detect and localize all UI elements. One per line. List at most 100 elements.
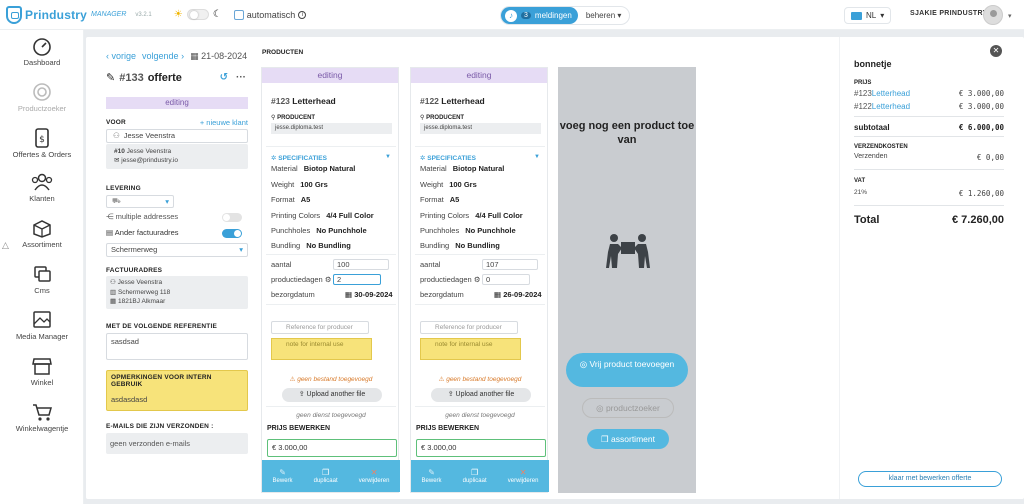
auto-theme-checkbox[interactable] [233,9,244,20]
spec-key: Bundling [271,241,301,250]
price-input[interactable]: € 3.000,00 [267,439,397,457]
opmerkingen-label: OPMERKINGEN VOOR INTERN GEBRUIK [111,374,212,388]
info-icon[interactable]: i [298,10,307,19]
more-icon[interactable]: ··· [236,72,246,83]
app-version: v3.2.1 [135,11,152,18]
prev-link[interactable]: ‹ vorige [106,51,137,61]
receipt-title: bonnetje [854,59,892,69]
factuur-select[interactable]: Schermerweg ▾ [106,243,248,257]
delete-button[interactable]: ✕ verwijderen [359,468,390,484]
producent-value: jesse.diploma.test [420,123,541,134]
aantal-input[interactable]: 107 [482,259,538,270]
target-icon: ◎ [579,359,588,369]
reference-input[interactable]: Reference for producer [271,321,369,334]
divider [415,304,545,305]
productiedagen-input[interactable]: 0 [482,274,530,285]
client-select[interactable]: ⚇ Jesse Veenstra [106,129,248,143]
assortiment-button[interactable]: ❒ assortiment [587,429,669,449]
sidebar-item-winkel[interactable]: Winkel [0,356,84,387]
chevron-down-icon[interactable]: ▼ [385,154,391,160]
receipt-line-name: Letterhead [871,102,911,111]
spec-key: Format [271,195,295,204]
specificaties-toggle[interactable]: ✲ SPECIFICATIES [271,154,327,162]
bezorgdatum-label: bezorgdatum [420,290,464,299]
upload-button[interactable]: ⇪ Upload another file [431,388,531,402]
next-link[interactable]: volgende › [142,51,185,61]
sidebar-item-productzoeker[interactable]: Productzoeker [0,82,84,113]
spec-value: No Bundling [455,241,500,250]
close-icon[interactable]: ✕ [990,45,1002,57]
product-status: editing [411,68,547,83]
reference-input[interactable]: Reference for producer [420,321,518,334]
opmerkingen-box[interactable]: OPMERKINGEN VOOR INTERN GEBRUIK asdasdas… [106,370,248,411]
spec-row: Punchholes No Punchhole [271,226,396,235]
bezorgdatum-value[interactable]: ▦ 26-09-2024 [494,290,542,299]
sidebar-item-label: Assortiment [22,240,62,249]
aantal-input[interactable]: 100 [333,259,389,270]
factuur-toggle[interactable] [222,229,242,238]
levering-select[interactable]: ⛟ ▾ [106,195,174,208]
theme-toggle[interactable] [186,9,209,20]
duplicate-button[interactable]: ❐ duplicaat [463,468,487,484]
productzoeker-button[interactable]: ◎ productzoeker [582,398,674,418]
prindustry-logo-icon [6,5,22,24]
bezorgdatum-value[interactable]: ▦ 30-09-2024 [345,290,393,299]
no-file-label: geen bestand toegevoegd [446,376,522,383]
subtotal-row: subtotaal € 6.000,00 [854,123,1004,132]
user-name[interactable]: SJAKIE PRINDUSTRY [910,10,988,17]
specificaties-toggle[interactable]: ✲ SPECIFICATIES [420,154,476,162]
multiple-addresses-toggle[interactable] [222,213,242,222]
voor-label: VOOR [106,119,126,126]
price-input[interactable]: € 3.000,00 [416,439,546,457]
sidebar-item-media-manager[interactable]: Media Manager [0,310,84,341]
avatar[interactable] [983,5,1003,25]
sidebar-item-cms[interactable]: Cms [0,264,84,295]
sidebar-item-dashboard[interactable]: Dashboard [0,36,84,67]
vat-rate: 21% [854,189,868,196]
sidebar-item-offertes[interactable]: $ Offertes & Orders [0,128,84,159]
duplicate-button[interactable]: ❐ duplicaat [314,468,338,484]
upload-button[interactable]: ⇪ Upload another file [282,388,382,402]
history-icon[interactable]: ↺ [219,72,228,83]
sidebar-item-assortiment[interactable]: Assortiment [0,218,84,249]
sidebar-item-klanten[interactable]: Klanten [0,172,84,203]
building-icon: ▥ [110,288,117,296]
product-title: #122 Letterhead [420,96,485,106]
client-card: #10 Jesse Veenstra ✉ jesse@prindustry.io [106,144,248,169]
internal-note-input[interactable]: note for internal use [271,338,372,360]
free-product-button[interactable]: ◎ Vrij product toevoegen [566,353,688,387]
edit-button[interactable]: ✎ Bewerk [422,468,442,484]
receipt-line-product[interactable]: #123Letterhead [854,89,910,98]
beheren-dropdown[interactable]: beheren ▾ [578,11,630,20]
delete-button[interactable]: ✕ verwijderen [508,468,539,484]
chevron-down-icon[interactable]: ▾ [1008,13,1012,20]
internal-note-input[interactable]: note for internal use [420,338,521,360]
new-client-link[interactable]: + nieuwe klant [199,118,248,127]
divider [266,304,396,305]
total-value: € 7.260,00 [952,214,1004,226]
producent-label-text: PRODUCENT [277,115,316,121]
moon-icon: ☾ [212,9,222,20]
finish-editing-button[interactable]: klaar met bewerken offerte [858,471,1002,487]
sidebar-item-winkelwagentje[interactable]: Winkelwagentje [0,402,84,433]
receipt-line-product[interactable]: #122Letterhead [854,102,910,111]
referentie-textarea[interactable]: sasdsad [106,333,248,360]
spec-key: Weight [271,180,295,189]
gear-icon: ✲ [420,155,426,162]
product-title: #123 Letterhead [271,96,336,106]
trash-icon: ✕ [370,468,378,477]
shipping-label: VERZENDKOSTEN [854,144,908,150]
edit-label: Bewerk [421,478,442,484]
vat-row: 21% € 1.260,00 [854,189,1004,198]
warning-icon[interactable]: △ [2,240,9,250]
edit-button[interactable]: ✎ Bewerk [273,468,293,484]
calendar-icon: ▦ [494,290,502,299]
logo[interactable]: Prindustry MANAGER v3.2.1 [6,5,152,24]
productiedagen-input[interactable]: 2 [333,274,381,285]
record-nav: ‹ vorige volgende › ▦ 21-08-2024 [106,51,247,62]
language-select[interactable]: NL ▾ [844,7,892,24]
chevron-down-icon[interactable]: ▼ [534,154,540,160]
cart-icon [33,404,52,421]
notifications-button[interactable]: ♪ 3 meldingen [501,7,578,24]
spec-key: Bundling [420,241,450,250]
